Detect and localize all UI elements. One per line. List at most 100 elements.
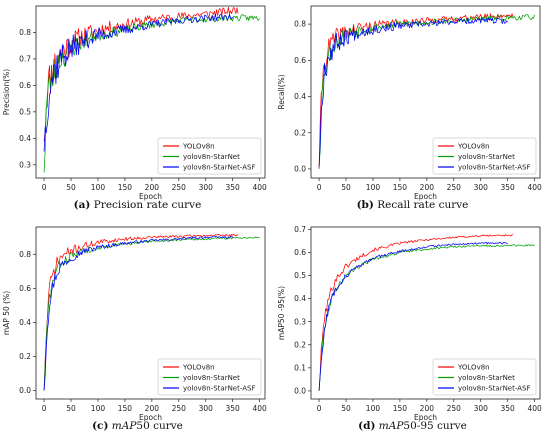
recall-caption: (b) Recall rate curve (275, 199, 550, 211)
x-tick-label: 100 (366, 183, 381, 192)
y-axis-label: mAP50 -95(%) (277, 286, 286, 340)
map50-caption: (c) mAP50 curve (0, 420, 275, 432)
x-tick-label: 150 (118, 183, 133, 192)
x-tick-label: 350 (226, 183, 241, 192)
y-tick-label: 0.3 (19, 160, 31, 169)
y-tick-label: 0.4 (294, 294, 306, 303)
x-tick-label: 50 (341, 183, 351, 192)
caption-italic: mAP (378, 420, 404, 432)
series-line-0 (43, 6, 239, 142)
precision-caption: (a) Precision rate curve (0, 199, 275, 211)
y-tick-label: 0.0 (19, 386, 31, 395)
series-line-0 (318, 13, 514, 169)
x-tick-label: 350 (501, 404, 516, 413)
caption-text: Recall rate curve (377, 199, 469, 211)
x-tick-label: 100 (366, 404, 381, 413)
y-tick-label: 0.0 (294, 387, 306, 396)
legend-label-1: yolov8n-StarNet (458, 374, 515, 382)
recall-legend: YOLOv8n yolov8n-StarNet yolov8n-StarNet-AS… (432, 137, 537, 175)
y-tick-label: 0.4 (294, 92, 306, 101)
x-axis-label: Epoch (414, 413, 437, 422)
map50-95-chart-panel: 0 50 100 150 200 250 300 350 400 0.0 0.1 0.2 0.3 0.4 0… (275, 221, 550, 441)
map50-chart-svg: 0 50 100 150 200 250 300 350 400 0.0 0.2 0.4 0.6 0.8 E… (2, 226, 267, 422)
legend-label-1: yolov8n-StarNet (458, 153, 515, 161)
y-tick-label: 0.2 (294, 340, 306, 349)
x-tick-label: 200 (420, 183, 435, 192)
x-tick-label: 200 (145, 404, 160, 413)
map50-95-caption: (d) mAP50-95 curve (275, 420, 550, 432)
x-tick-label: 0 (42, 404, 47, 413)
legend-label-2: yolov8n-StarNet-ASF (458, 385, 531, 393)
x-tick-label: 400 (252, 183, 267, 192)
x-tick-label: 200 (145, 183, 160, 192)
y-tick-label: 0.7 (294, 225, 306, 234)
legend-label-0: YOLOv8n (457, 364, 490, 372)
y-tick-label: 0.0 (294, 165, 306, 174)
precision-legend: YOLOv8n yolov8n-StarNet yolov8n-StarNet-AS… (157, 137, 262, 175)
x-tick-label: 0 (317, 404, 322, 413)
caption-text: 50-95 curve (403, 420, 467, 432)
x-tick-label: 150 (393, 183, 408, 192)
caption-text: 50 curve (136, 420, 183, 432)
legend-label-0: YOLOv8n (182, 364, 215, 372)
y-tick-label: 0.3 (294, 317, 306, 326)
x-tick-label: 350 (501, 183, 516, 192)
x-tick-label: 300 (474, 183, 489, 192)
x-axis-label: Epoch (414, 192, 437, 201)
precision-chart-svg: 0 50 100 150 200 250 300 350 400 0.3 0.4 0.5 0.6 0.7 0… (2, 5, 267, 201)
map50-95-chart-svg: 0 50 100 150 200 250 300 350 400 0.0 0.1 0.2 0.3 0.4 0… (277, 225, 542, 422)
x-tick-label: 50 (66, 183, 76, 192)
series-line-0 (318, 234, 514, 391)
x-tick-label: 400 (527, 404, 542, 413)
recall-chart-panel: 0 50 100 150 200 250 300 350 400 0.0 0.2 0.4 0.6 0.8 E… (275, 0, 550, 220)
y-axis-label: Recall(%) (277, 74, 286, 109)
series-line-2 (318, 17, 508, 168)
y-tick-label: 0.8 (19, 28, 31, 37)
series-line-2 (318, 241, 508, 391)
caption-tag: (d) (358, 420, 376, 432)
x-tick-label: 0 (317, 183, 322, 192)
caption-tag: (a) (73, 199, 91, 211)
legend-label-2: yolov8n-StarNet-ASF (458, 164, 531, 172)
map50-legend: YOLOv8n yolov8n-StarNet yolov8n-StarNet-AS… (157, 358, 262, 396)
y-tick-label: 0.8 (294, 20, 306, 29)
x-tick-label: 50 (341, 404, 351, 413)
y-tick-label: 0.7 (19, 55, 31, 64)
caption-tag: (b) (356, 199, 374, 211)
legend-label-1: yolov8n-StarNet (183, 374, 240, 382)
series-line-1 (43, 14, 260, 173)
x-axis-label: Epoch (139, 192, 162, 201)
x-tick-label: 400 (252, 404, 267, 413)
x-tick-label: 50 (66, 404, 76, 413)
y-tick-label: 0.5 (19, 107, 31, 116)
y-tick-label: 0.6 (19, 284, 31, 293)
series-line-1 (318, 244, 535, 391)
y-tick-label: 0.6 (19, 81, 31, 90)
x-tick-label: 300 (474, 404, 489, 413)
x-tick-label: 250 (172, 183, 187, 192)
y-tick-label: 0.8 (19, 250, 31, 259)
x-tick-label: 0 (42, 183, 47, 192)
recall-chart-svg: 0 50 100 150 200 250 300 350 400 0.0 0.2 0.4 0.6 0.8 E… (277, 5, 542, 201)
map50-chart-panel: 0 50 100 150 200 250 300 350 400 0.0 0.2 0.4 0.6 0.8 E… (0, 221, 275, 441)
x-tick-label: 350 (226, 404, 241, 413)
y-tick-label: 0.4 (19, 318, 31, 327)
y-tick-label: 0.1 (294, 363, 306, 372)
y-tick-label: 0.2 (294, 128, 306, 137)
series-line-0 (43, 233, 239, 391)
x-tick-label: 250 (447, 404, 462, 413)
caption-tag: (c) (92, 420, 109, 432)
x-tick-label: 150 (118, 404, 133, 413)
legend-box (432, 137, 537, 175)
x-tick-label: 150 (393, 404, 408, 413)
y-tick-label: 0.6 (294, 248, 306, 257)
caption-italic: mAP (111, 420, 137, 432)
legend-label-2: yolov8n-StarNet-ASF (183, 164, 256, 172)
legend-box (157, 137, 262, 175)
legend-box (432, 358, 537, 396)
caption-text: Precision rate curve (93, 199, 202, 211)
y-axis-label: mAP 50 (%) (2, 291, 11, 335)
x-tick-label: 100 (91, 183, 106, 192)
x-axis-label: Epoch (139, 413, 162, 422)
